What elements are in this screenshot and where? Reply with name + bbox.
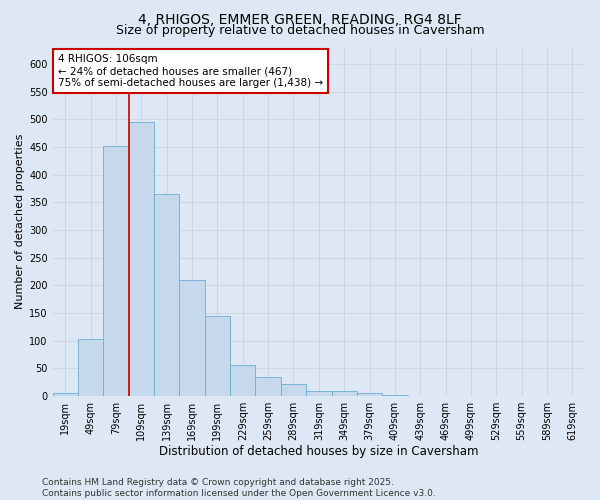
Text: Size of property relative to detached houses in Caversham: Size of property relative to detached ho… [116, 24, 484, 37]
Bar [53, 394, 78, 396]
Bar [382, 395, 407, 396]
Bar [179, 280, 205, 396]
Bar [357, 393, 382, 396]
Text: 4, RHIGOS, EMMER GREEN, READING, RG4 8LF: 4, RHIGOS, EMMER GREEN, READING, RG4 8LF [138, 12, 462, 26]
Text: Contains HM Land Registry data © Crown copyright and database right 2025.
Contai: Contains HM Land Registry data © Crown c… [42, 478, 436, 498]
Bar [306, 390, 332, 396]
X-axis label: Distribution of detached houses by size in Caversham: Distribution of detached houses by size … [159, 444, 479, 458]
Bar [154, 194, 179, 396]
Bar [78, 339, 103, 396]
Bar [230, 364, 256, 396]
Bar [129, 122, 154, 396]
Bar [205, 316, 230, 396]
Bar [256, 378, 281, 396]
Y-axis label: Number of detached properties: Number of detached properties [15, 134, 25, 310]
Bar [281, 384, 306, 396]
Text: 4 RHIGOS: 106sqm
← 24% of detached houses are smaller (467)
75% of semi-detached: 4 RHIGOS: 106sqm ← 24% of detached house… [58, 54, 323, 88]
Bar [103, 146, 129, 396]
Bar [332, 390, 357, 396]
